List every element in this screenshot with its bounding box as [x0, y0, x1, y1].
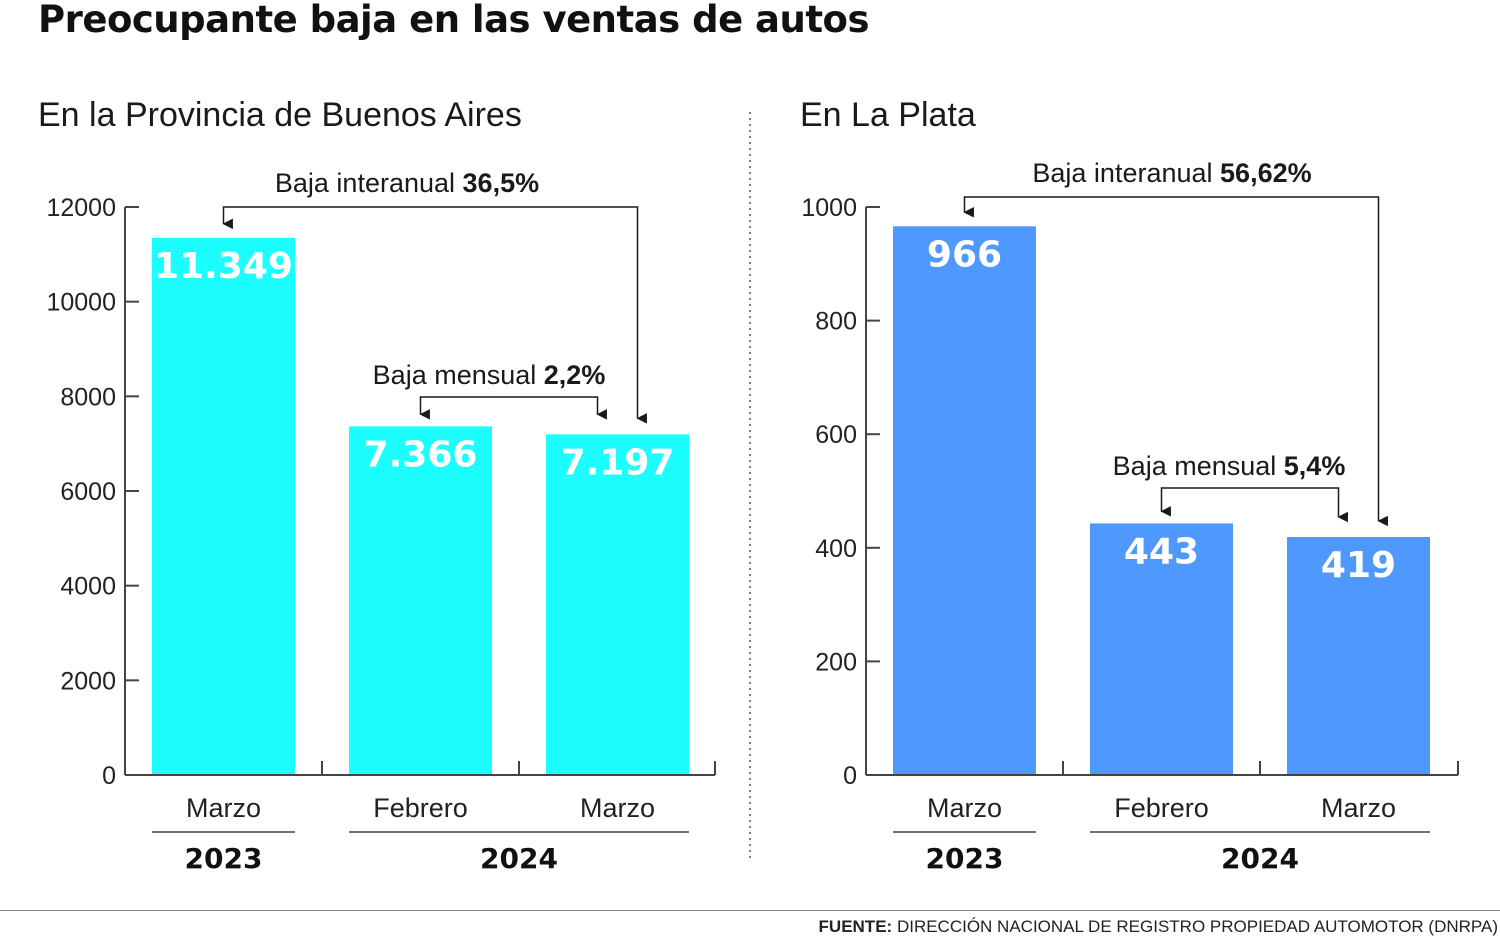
bar [349, 426, 492, 775]
annotation-interanual: Baja interanual 56,62% [1032, 158, 1311, 188]
y-tick-label: 400 [815, 535, 857, 563]
x-tick-label: Febrero [1114, 793, 1209, 823]
x-tick-label: Marzo [186, 793, 261, 823]
annotation-mensual: Baja mensual 2,2% [373, 360, 606, 390]
x-tick-label: Marzo [580, 793, 655, 823]
chart-panel-la-plata: En La Plata 966 443 419 0 200 400 600 800 1000 Mar… [800, 96, 1459, 875]
bar-value-label: 443 [1124, 531, 1199, 572]
source-label: FUENTE: [818, 917, 893, 936]
bar [1287, 537, 1430, 775]
x-tick-label: Febrero [373, 793, 468, 823]
bar-value-label: 966 [927, 234, 1002, 275]
annotation-arrow-interanual [222, 206, 647, 424]
year-group-label: 2023 [926, 842, 1004, 875]
annotation-interanual: Baja interanual 36,5% [275, 168, 539, 198]
bar-value-label: 7.197 [561, 442, 675, 483]
source-divider [0, 910, 1500, 911]
y-tick-label: 1000 [801, 194, 857, 222]
bar [1090, 523, 1233, 775]
annotation-mensual: Baja mensual 5,4% [1113, 451, 1346, 481]
bar [893, 226, 1036, 775]
y-tick-label: 4000 [60, 573, 116, 601]
y-tick-label: 0 [102, 762, 116, 790]
y-tick-label: 600 [815, 421, 857, 449]
y-tick-label: 800 [815, 308, 857, 336]
y-tick-label: 0 [843, 762, 857, 790]
chart-panel-provincia: En la Provincia de Buenos Aires 11.349 7.3… [38, 96, 716, 875]
bar-value-label: 11.349 [154, 246, 293, 287]
chart-title: En la Provincia de Buenos Aires [38, 96, 522, 134]
bar-value-label: 419 [1321, 545, 1396, 586]
source-text: DIRECCIÓN NACIONAL DE REGISTRO PROPIEDAD… [896, 917, 1498, 936]
bar [546, 434, 689, 775]
year-group-label: 2023 [185, 842, 263, 875]
year-group-label: 2024 [1221, 842, 1299, 875]
annotation-arrow-mensual [419, 396, 607, 420]
year-group-label: 2024 [480, 842, 558, 875]
bar [152, 237, 295, 776]
y-tick-label: 12000 [46, 194, 116, 222]
annotation-arrow-mensual [1160, 487, 1348, 523]
bar-value-label: 7.366 [364, 434, 478, 475]
x-tick-label: Marzo [1321, 793, 1396, 823]
y-tick-label: 6000 [60, 478, 116, 506]
source-note: FUENTE: DIRECCIÓN NACIONAL DE REGISTRO P… [819, 917, 1498, 937]
y-tick-label: 10000 [46, 289, 116, 317]
annotation-arrow-interanual [963, 196, 1388, 527]
chart-title: En La Plata [800, 96, 976, 134]
y-tick-label: 2000 [60, 667, 116, 695]
y-tick-label: 8000 [60, 383, 116, 411]
page-title: Preocupante baja en las ventas de autos [38, 0, 869, 41]
y-tick-label: 200 [815, 648, 857, 676]
x-tick-label: Marzo [927, 793, 1002, 823]
